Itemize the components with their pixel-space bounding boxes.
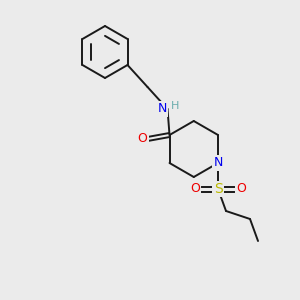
Text: S: S — [214, 182, 222, 196]
Text: H: H — [171, 101, 180, 111]
Text: N: N — [158, 103, 167, 116]
Text: N: N — [213, 157, 223, 169]
Text: O: O — [190, 182, 200, 196]
Text: O: O — [236, 182, 246, 196]
Text: O: O — [138, 133, 148, 146]
